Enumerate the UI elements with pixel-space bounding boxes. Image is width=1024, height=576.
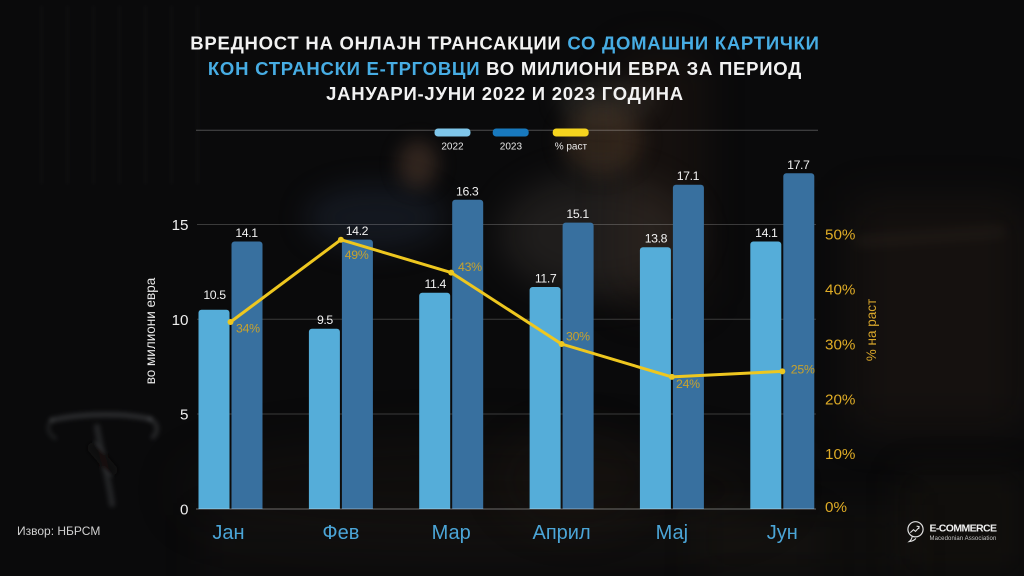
svg-text:14.2: 14.2	[346, 224, 369, 238]
svg-text:Извор: НБРСМ: Извор: НБРСМ	[17, 524, 100, 538]
svg-text:30%: 30%	[566, 329, 590, 343]
svg-text:25%: 25%	[791, 362, 815, 376]
svg-text:% на раст: % на раст	[864, 299, 879, 361]
svg-text:11.4: 11.4	[424, 277, 446, 291]
svg-text:24%: 24%	[676, 377, 700, 391]
svg-text:Јан: Јан	[212, 522, 244, 544]
svg-text:0: 0	[180, 501, 188, 518]
svg-text:10%: 10%	[825, 446, 855, 463]
svg-text:14.1: 14.1	[235, 226, 258, 240]
svg-text:17.7: 17.7	[787, 158, 810, 172]
svg-text:E-COMMERCE: E-COMMERCE	[930, 523, 998, 535]
svg-text:10.5: 10.5	[203, 288, 226, 302]
svg-text:0%: 0%	[825, 499, 847, 516]
svg-text:% раст: % раст	[555, 141, 588, 152]
svg-text:10: 10	[172, 312, 189, 329]
svg-text:Macedonian Association: Macedonian Association	[930, 536, 997, 542]
svg-text:ЈАНУАРИ-ЈУНИ 2022 И 2023 ГОДИН: ЈАНУАРИ-ЈУНИ 2022 И 2023 ГОДИНА	[326, 83, 684, 104]
svg-text:34%: 34%	[236, 322, 260, 336]
svg-text:20%: 20%	[825, 391, 855, 408]
svg-text:11.7: 11.7	[535, 272, 557, 286]
svg-text:30%: 30%	[825, 336, 855, 353]
svg-text:2023: 2023	[500, 141, 523, 152]
svg-text:Фев: Фев	[322, 522, 359, 544]
svg-text:43%: 43%	[458, 260, 482, 274]
svg-text:Јун: Јун	[767, 522, 798, 544]
svg-text:во милиони евра: во милиони евра	[143, 277, 158, 384]
svg-text:КОН СТРАНСКИ Е-ТРГОВЦИ ВО МИЛИ: КОН СТРАНСКИ Е-ТРГОВЦИ ВО МИЛИОНИ ЕВРА З…	[208, 58, 802, 79]
svg-text:50%: 50%	[825, 227, 855, 244]
svg-text:Мај: Мај	[656, 522, 688, 544]
svg-text:14.1: 14.1	[755, 226, 778, 240]
svg-text:Април: Април	[533, 522, 591, 544]
svg-text:13.8: 13.8	[645, 232, 668, 246]
svg-text:15: 15	[172, 217, 189, 234]
svg-text:40%: 40%	[825, 282, 855, 299]
svg-text:16.3: 16.3	[456, 184, 479, 198]
svg-text:Мар: Мар	[432, 522, 471, 544]
svg-text:5: 5	[180, 407, 188, 424]
svg-text:17.1: 17.1	[677, 169, 700, 183]
svg-text:9.5: 9.5	[317, 313, 333, 327]
svg-text:49%: 49%	[345, 248, 369, 262]
svg-text:15.1: 15.1	[566, 207, 589, 221]
svg-text:2022: 2022	[441, 141, 464, 152]
svg-text:ВРЕДНОСТ НА ОНЛАЈН ТРАНСАКЦИИ: ВРЕДНОСТ НА ОНЛАЈН ТРАНСАКЦИИ СО ДОМАШНИ…	[190, 32, 819, 53]
